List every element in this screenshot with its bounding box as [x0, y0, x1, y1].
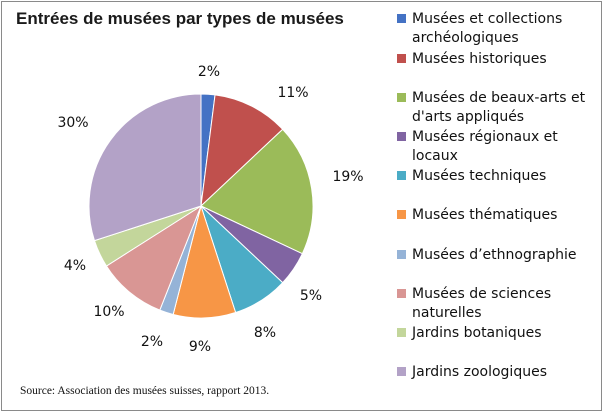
legend-label: Musées de sciences naturelles: [412, 286, 552, 321]
legend-swatch: [397, 93, 406, 102]
legend-swatch: [397, 250, 406, 259]
data-label: 9%: [189, 339, 211, 355]
legend-label: Musées techniques: [412, 168, 547, 184]
legend-label: Musées d’ethnographie: [412, 247, 577, 263]
legend-label: Musées de beaux-arts et d'arts appliqués: [412, 90, 586, 125]
legend-label: Musées régionaux et locaux: [412, 129, 558, 164]
legend-swatch: [397, 171, 406, 180]
data-label: 30%: [57, 115, 88, 131]
legend-label: Musées thématiques: [412, 207, 558, 223]
pie-slice: [88, 93, 202, 242]
legend-swatch: [397, 289, 406, 298]
legend-label: Jardins zoologiques: [412, 364, 547, 380]
legend-swatch: [397, 14, 406, 23]
data-label: 11%: [277, 85, 308, 101]
legend-swatch: [397, 210, 406, 219]
data-label: 2%: [141, 334, 163, 350]
data-label: 19%: [332, 169, 363, 185]
data-label: 10%: [93, 304, 124, 320]
data-label: 5%: [300, 288, 322, 304]
chart-source: Source: Association des musées suisses, …: [20, 385, 270, 397]
pie-slice: [200, 94, 284, 208]
legend-swatch: [397, 328, 406, 337]
legend-swatch: [397, 54, 406, 63]
legend-label: Jardins botaniques: [412, 325, 542, 341]
data-label: 4%: [64, 258, 86, 274]
data-label: 8%: [254, 325, 276, 341]
legend-label: Musées historiques: [412, 51, 547, 67]
pie-slice: [200, 128, 314, 255]
legend-swatch: [397, 367, 406, 376]
chart-title: Entrées de musées par types de musées: [16, 9, 344, 28]
legend-swatch: [397, 132, 406, 141]
data-label: 2%: [198, 64, 220, 80]
legend-label: Musées et collections archéologiques: [412, 11, 563, 46]
